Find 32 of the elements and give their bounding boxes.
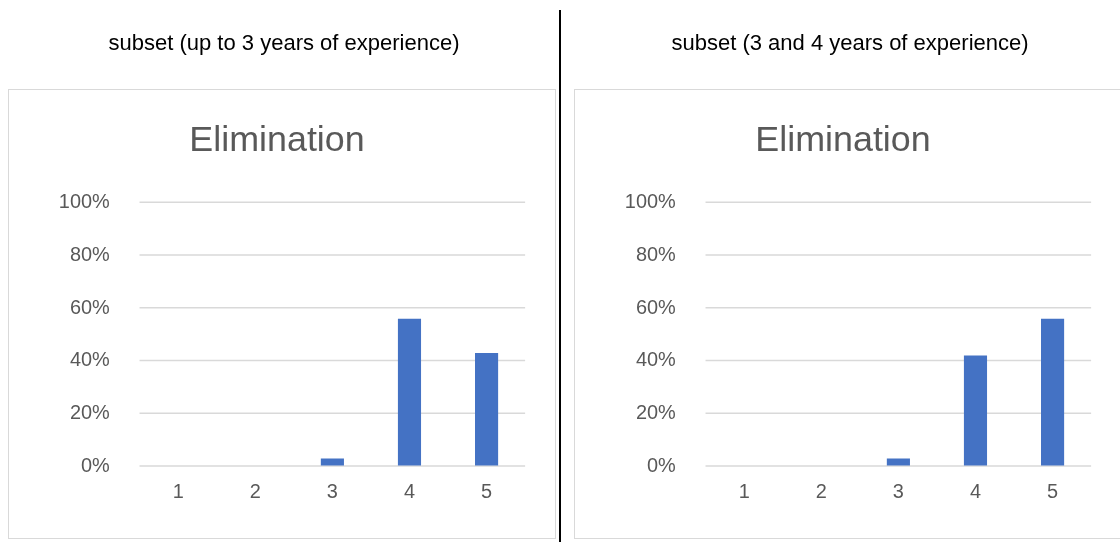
y-tick-label: 0% [646, 453, 676, 476]
x-tick-label: 4 [969, 479, 982, 502]
y-tick-label: 20% [69, 401, 110, 424]
y-tick-label: 0% [80, 453, 110, 476]
y-tick-label: 60% [635, 295, 676, 318]
y-tick-label: 40% [635, 348, 676, 371]
x-tick-label: 5 [481, 479, 493, 502]
chart-title: Elimination [189, 119, 365, 160]
chart-title: Elimination [755, 119, 931, 160]
y-tick-label: 100% [58, 190, 110, 213]
y-tick-label: 20% [635, 401, 676, 424]
x-tick-label: 3 [326, 479, 338, 502]
bar [475, 352, 499, 466]
chart-subtitle: subset (3 and 4 years of experience) [670, 30, 1030, 56]
bar [397, 318, 422, 466]
y-tick-label: 80% [635, 242, 676, 265]
y-tick-label: 80% [69, 242, 110, 265]
x-tick-label: 2 [249, 479, 261, 502]
y-tick-label: 40% [69, 348, 110, 371]
x-tick-label: 3 [892, 479, 904, 502]
bar [320, 458, 344, 466]
bar [1041, 318, 1065, 466]
x-tick-label: 5 [1047, 479, 1059, 502]
bar [886, 458, 910, 466]
x-tick-label: 1 [172, 479, 184, 502]
y-tick-label: 60% [69, 295, 110, 318]
x-tick-label: 4 [403, 479, 416, 502]
chart-subtitle: subset (up to 3 years of experience) [107, 30, 461, 56]
y-tick-label: 100% [624, 190, 676, 213]
bar [963, 355, 988, 466]
x-tick-label: 1 [738, 479, 750, 502]
x-tick-label: 2 [815, 479, 827, 502]
